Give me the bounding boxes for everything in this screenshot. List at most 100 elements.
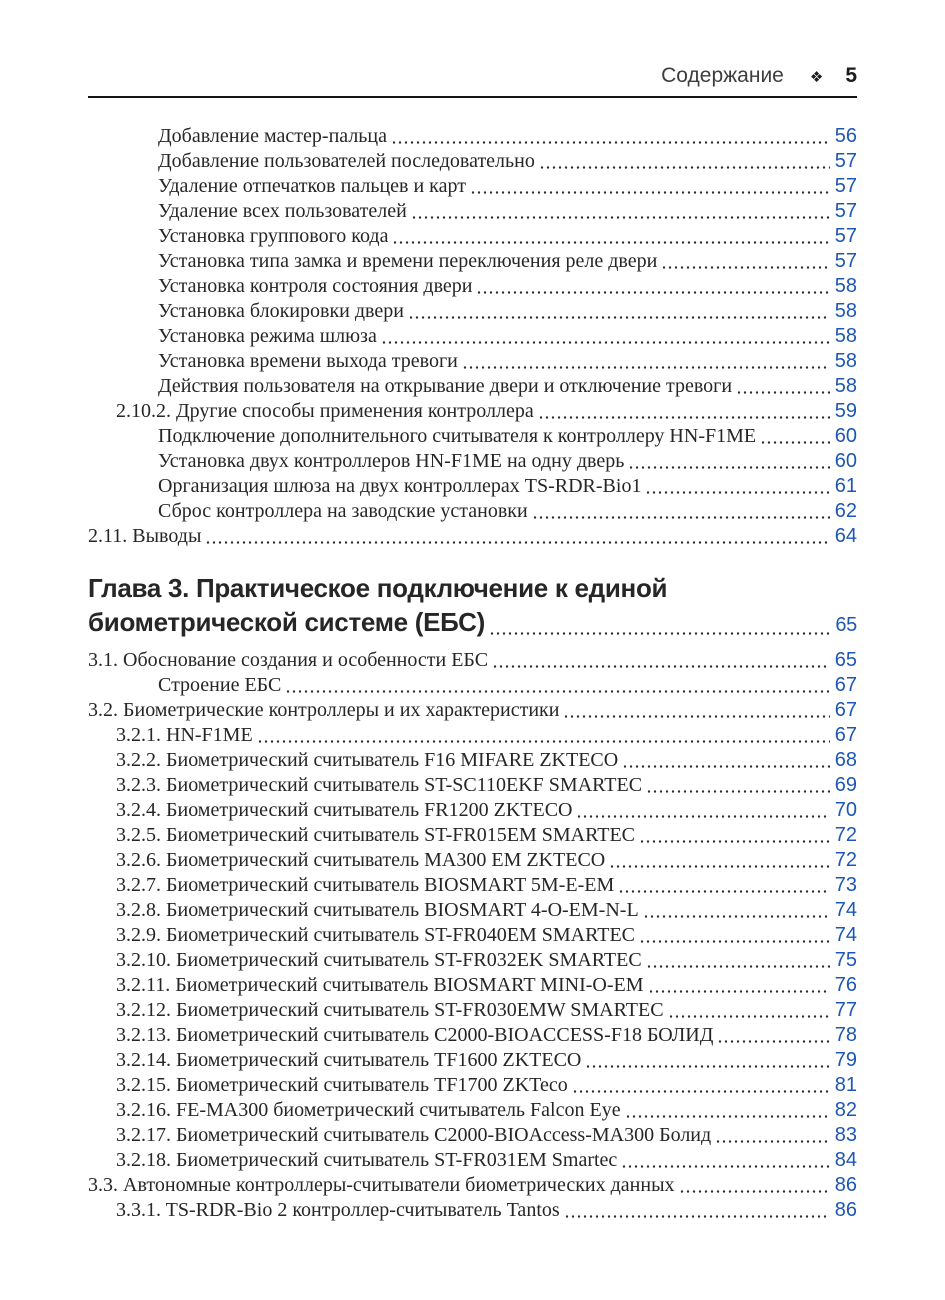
toc-entry[interactable]: Установка типа замка и времени переключе… — [88, 249, 857, 274]
toc-entry-page-number: 72 — [834, 849, 857, 871]
toc-leader-dots — [715, 1139, 830, 1144]
toc-leader-dots — [531, 515, 830, 520]
toc-leader-dots — [645, 964, 830, 969]
toc-entry-label: Удаление всех пользователей — [158, 200, 407, 222]
toc-entry[interactable]: 3.2.13. Биометрический считыватель C2000… — [88, 1023, 857, 1048]
toc-entry[interactable]: Установка блокировки двери 58 — [88, 299, 857, 324]
toc-entry-page-number: 77 — [834, 999, 857, 1021]
toc-leader-dots — [647, 989, 830, 994]
toc-entry[interactable]: 3.2.5. Биометрический считыватель ST-FR0… — [88, 823, 857, 848]
toc-entry[interactable]: 3.1. Обоснование создания и особенности … — [88, 648, 857, 673]
toc-entry[interactable]: 3.2.7. Биометрический считыватель BIOSMA… — [88, 873, 857, 898]
toc-entry-label: Добавление мастер-пальца — [158, 125, 388, 147]
toc-chapter-heading[interactable]: Глава 3. Практическое подключение к един… — [88, 571, 857, 605]
toc-entry-page-number: 78 — [834, 1024, 857, 1046]
toc-entry[interactable]: 3.2.12. Биометрический считыватель ST-FR… — [88, 998, 857, 1023]
toc-leader-dots — [407, 315, 830, 320]
toc-entry[interactable]: 3.2.2. Биометрический считыватель F16 MI… — [88, 748, 857, 773]
toc-entry-label: Установка режима шлюза — [158, 325, 377, 347]
toc-entry[interactable]: 3.2.9. Биометрический считыватель ST-FR0… — [88, 923, 857, 948]
toc-chapter-heading[interactable]: биометрической системе (ЕБС) 65 — [88, 605, 857, 642]
toc-entry-label: 3.2.5. Биометрический считыватель ST-FR0… — [116, 824, 636, 846]
toc-entry-page-number: 68 — [834, 749, 857, 771]
toc-entry[interactable]: 2.11. Выводы 64 — [88, 524, 857, 549]
toc-entry-label: 2.10.2. Другие способы применения контро… — [116, 400, 534, 422]
toc-entry[interactable]: Установка времени выхода тревоги 58 — [88, 349, 857, 374]
toc-entry-page-number: 67 — [834, 724, 857, 746]
toc-entry-page-number: 64 — [834, 525, 857, 547]
toc-entry[interactable]: 3.3. Автономные контроллеры-считыватели … — [88, 1173, 857, 1198]
toc-entry-page-number: 57 — [834, 150, 857, 172]
toc-entry-label: 3.2.7. Биометрический считыватель BIOSMA… — [116, 874, 615, 896]
toc-entry[interactable]: 3.2. Биометрические контроллеры и их хар… — [88, 698, 857, 723]
toc-entry[interactable]: 3.3.1. TS-RDR-Bio 2 контроллер-считывате… — [88, 1198, 857, 1223]
toc-leader-dots — [639, 939, 830, 944]
toc-entry[interactable]: 3.2.8. Биометрический считыватель BIOSMA… — [88, 898, 857, 923]
toc-entry[interactable]: Установка режима шлюза 58 — [88, 324, 857, 349]
toc-entry[interactable]: 3.2.15. Биометрический считыватель TF170… — [88, 1073, 857, 1098]
toc-leader-dots — [642, 914, 830, 919]
toc-leader-dots — [628, 465, 830, 470]
toc-leader-dots — [618, 889, 830, 894]
toc-entry-label: 3.2.3. Биометрический считыватель ST-SC1… — [116, 774, 643, 796]
toc-entry[interactable]: Установка контроля состояния двери 58 — [88, 274, 857, 299]
toc-leader-dots — [760, 440, 830, 445]
toc-entry-label: 3.2.18. Биометрический считыватель ST-FR… — [116, 1149, 618, 1171]
toc-entry[interactable]: Удаление всех пользователей 57 — [88, 199, 857, 224]
toc-entry[interactable]: 3.2.10. Биометрический считыватель ST-FR… — [88, 948, 857, 973]
running-header-page-number: 5 — [845, 64, 857, 87]
toc-entry[interactable]: Добавление мастер-пальца 56 — [88, 124, 857, 149]
toc-entry[interactable]: 3.2.16. FE-MA300 биометрический считыват… — [88, 1098, 857, 1123]
toc-entry[interactable]: Действия пользователя на открывание двер… — [88, 374, 857, 399]
toc-leader-dots — [571, 1089, 830, 1094]
toc-entry-page-number: 86 — [834, 1174, 857, 1196]
toc-entry-label: 3.3. Автономные контроллеры-считыватели … — [88, 1174, 675, 1196]
toc-entry-page-number: 67 — [834, 699, 857, 721]
toc-entry[interactable]: 3.2.18. Биометрический считыватель ST-FR… — [88, 1148, 857, 1173]
toc-entry[interactable]: 3.2.6. Биометрический считыватель MA300 … — [88, 848, 857, 873]
toc-leader-dots — [205, 540, 830, 545]
toc-entry[interactable]: Установка группового кода 57 — [88, 224, 857, 249]
toc-leader-dots — [476, 290, 830, 295]
toc-entry-label: 3.2.4. Биометрический считыватель FR1200… — [116, 799, 573, 821]
toc-entry-label: 3.1. Обоснование создания и особенности … — [88, 649, 489, 671]
toc-entry-page-number: 83 — [834, 1124, 857, 1146]
toc-entry-label: Действия пользователя на открывание двер… — [158, 375, 733, 397]
toc-entry[interactable]: Удаление отпечатков пальцев и карт 57 — [88, 174, 857, 199]
toc-entry-label: 3.2.17. Биометрический считыватель C2000… — [116, 1124, 712, 1146]
toc-entry-page-number: 62 — [834, 500, 857, 522]
toc-entry[interactable]: 3.2.3. Биометрический считыватель ST-SC1… — [88, 773, 857, 798]
toc-entry-label: 3.2.8. Биометрический считыватель BIOSMA… — [116, 899, 639, 921]
toc-entry-page-number: 74 — [834, 899, 857, 921]
toc-entry-page-number: 58 — [834, 300, 857, 322]
toc-entry[interactable]: Организация шлюза на двух контроллерах T… — [88, 474, 857, 499]
toc-entry-page-number: 57 — [834, 175, 857, 197]
toc-entry-label: 3.2.16. FE-MA300 биометрический считыват… — [116, 1099, 621, 1121]
toc-entry-label: Строение ЕБС — [158, 674, 282, 696]
toc-entry[interactable]: 3.2.17. Биометрический считыватель C2000… — [88, 1123, 857, 1148]
toc-entry-label: 3.2.1. HN-F1ME — [116, 724, 253, 746]
toc-entry-label: 3.3.1. TS-RDR-Bio 2 контроллер-считывате… — [116, 1199, 560, 1221]
diamond-separator-icon: ❖ — [809, 69, 824, 86]
toc-entry[interactable]: Строение ЕБС 67 — [88, 673, 857, 698]
toc-entry-page-number: 86 — [834, 1199, 857, 1221]
toc-leader-dots — [576, 814, 830, 819]
toc-entry[interactable]: 3.2.11. Биометрический считыватель BIOSM… — [88, 973, 857, 998]
toc-entry-page-number: 61 — [834, 475, 857, 497]
toc-entry[interactable]: 2.10.2. Другие способы применения контро… — [88, 399, 857, 424]
toc-entry-label: 3.2.9. Биометрический считыватель ST-FR0… — [116, 924, 636, 946]
toc-entry[interactable]: 3.2.14. Биометрический считыватель TF160… — [88, 1048, 857, 1073]
toc-entry-label: Установка контроля состояния двери — [158, 275, 473, 297]
toc-entry[interactable]: 3.2.1. HN-F1ME 67 — [88, 723, 857, 748]
toc-entry[interactable]: Добавление пользователей последовательно… — [88, 149, 857, 174]
toc-entry[interactable]: Сброс контроллера на заводские установки… — [88, 499, 857, 524]
toc-entry-label: Сброс контроллера на заводские установки — [158, 500, 528, 522]
toc-entry[interactable]: 3.2.4. Биометрический считыватель FR1200… — [88, 798, 857, 823]
toc-entry-page-number: 82 — [834, 1099, 857, 1121]
toc-entry[interactable]: Установка двух контроллеров HN-F1ME на о… — [88, 449, 857, 474]
toc-entry-page-number: 57 — [834, 200, 857, 222]
toc-entry[interactable]: Подключение дополнительного считывателя … — [88, 424, 857, 449]
header-rule — [88, 96, 857, 98]
toc-entry-page-number: 76 — [834, 974, 857, 996]
